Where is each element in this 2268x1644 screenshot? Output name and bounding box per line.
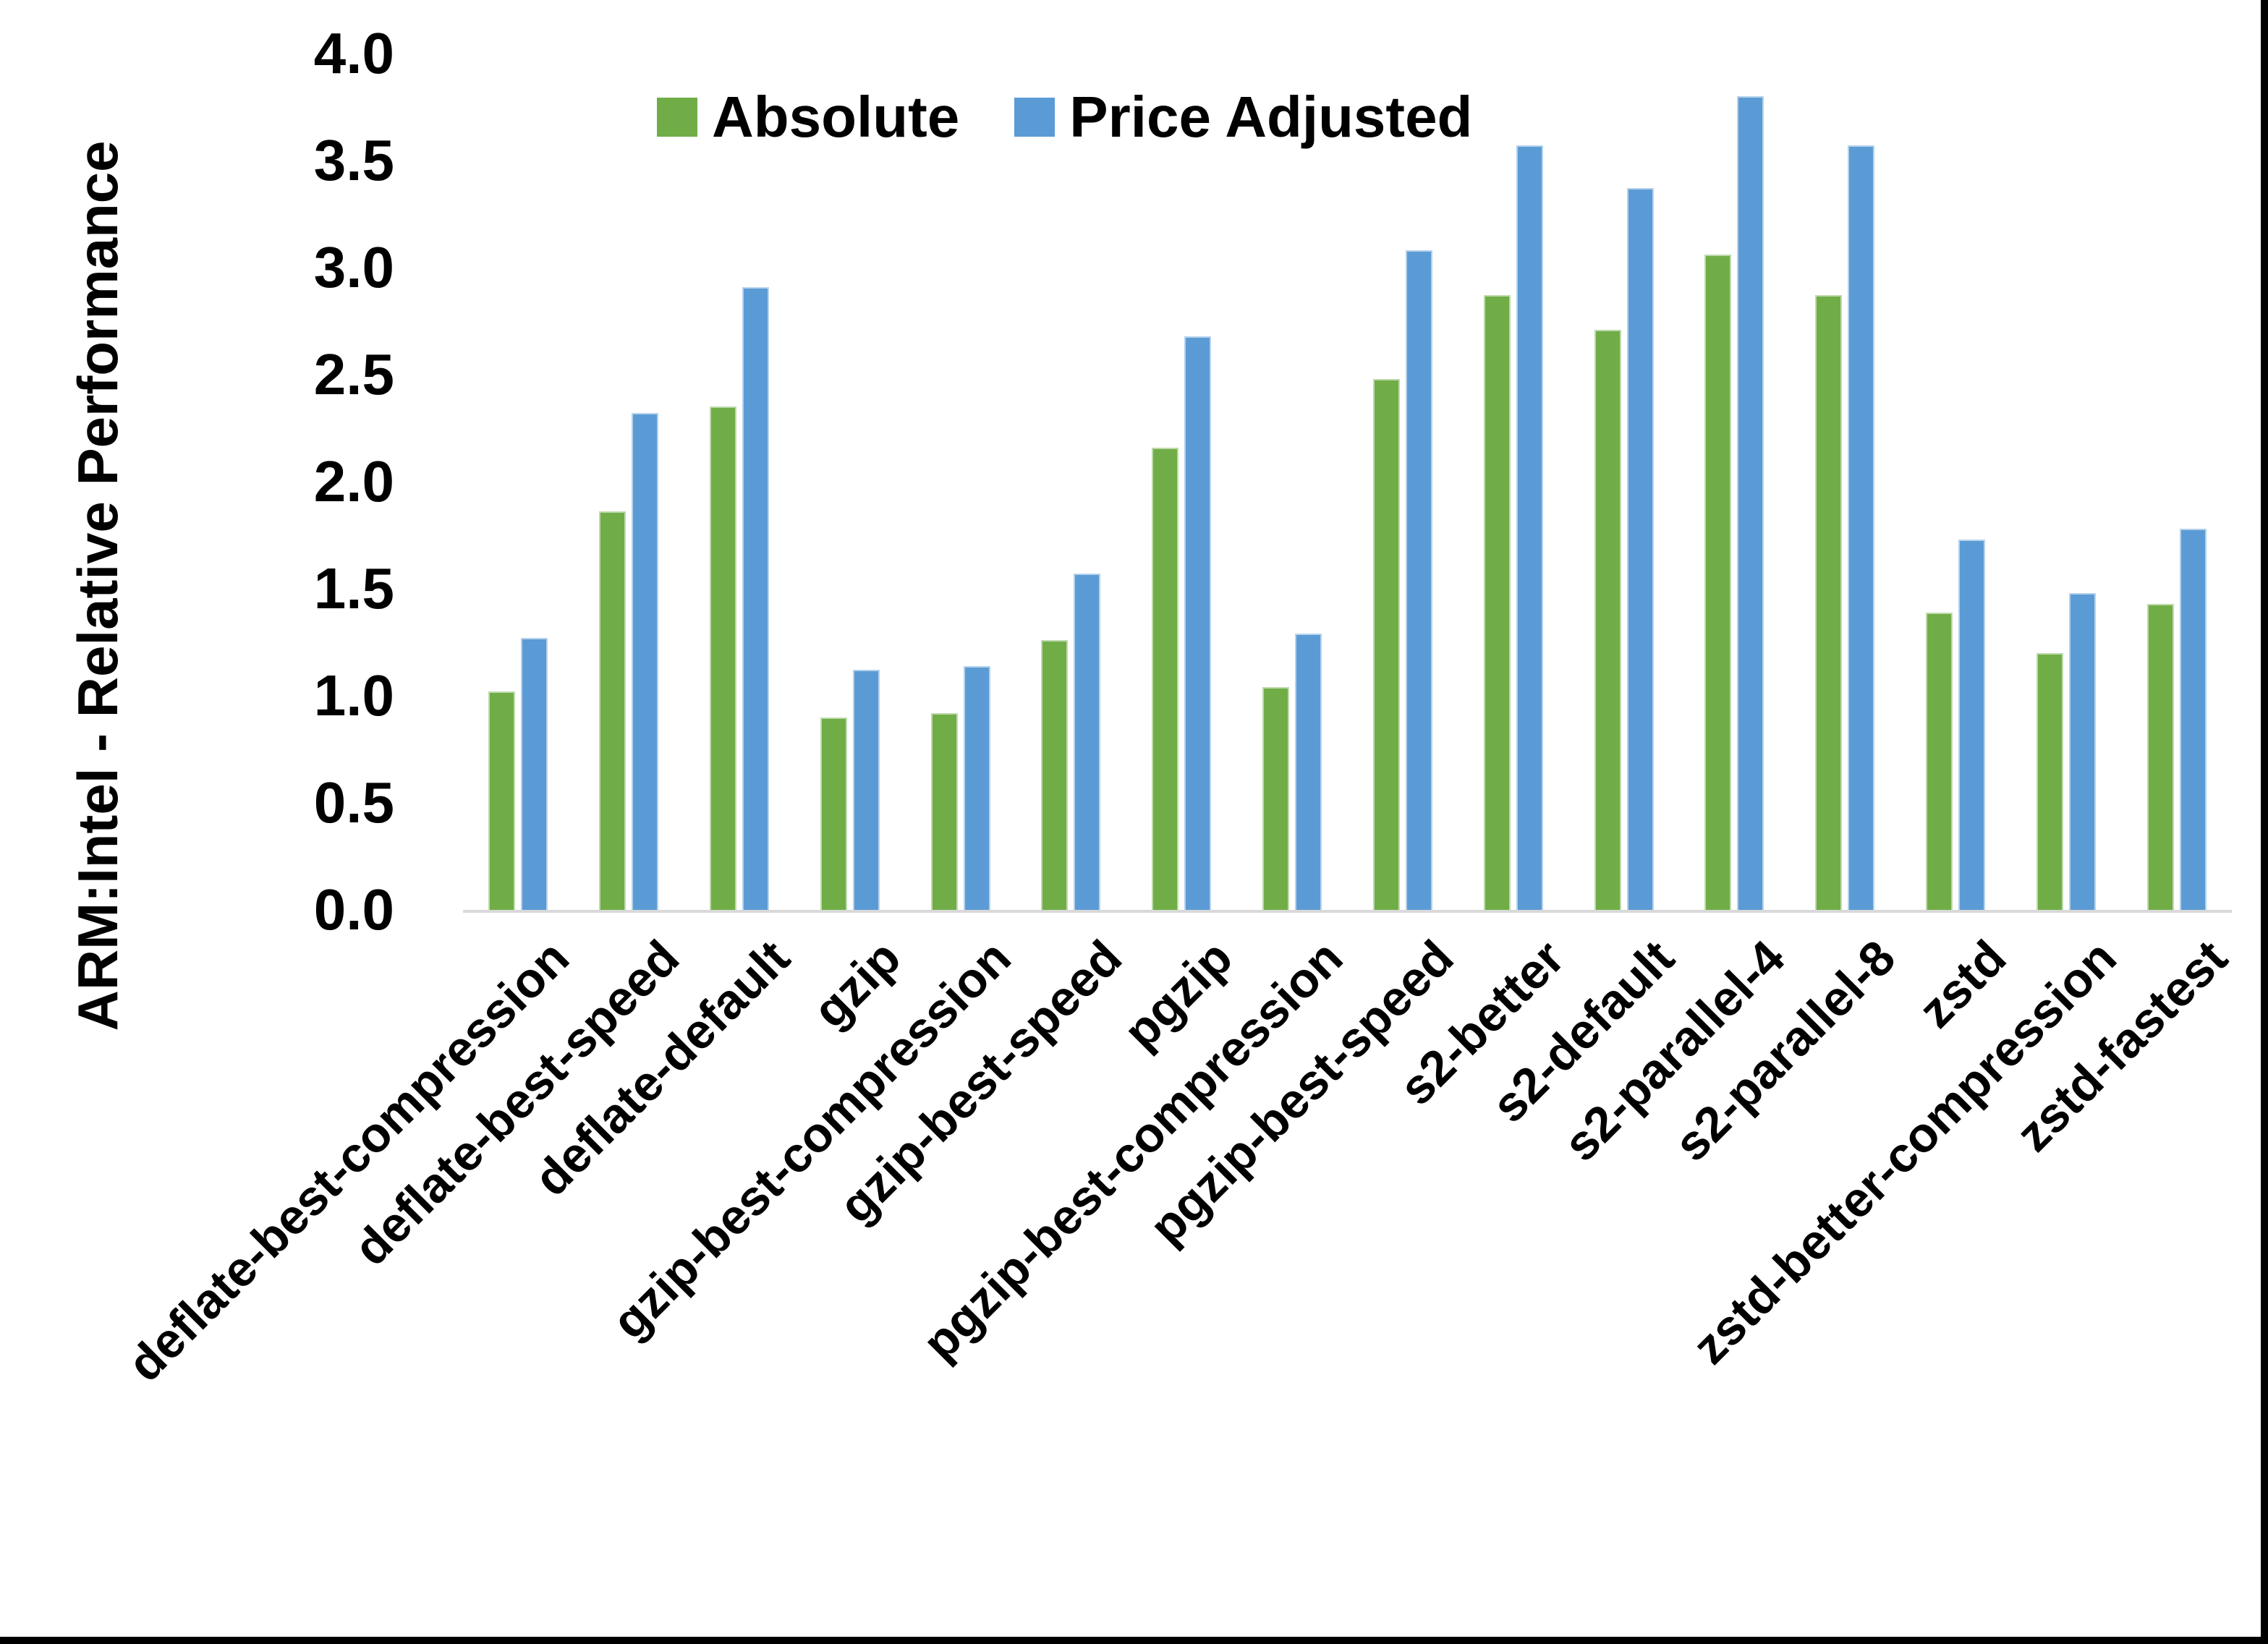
- bar-group-s2-parallel-4: [1704, 96, 1764, 910]
- bar-price-adjusted-gzip-best-compression: [963, 666, 990, 910]
- bar-price-adjusted-s2-better: [1516, 145, 1543, 910]
- y-axis-title: ARM:Intel - Relative Performance: [66, 140, 129, 1031]
- bar-price-adjusted-pgzip: [1184, 336, 1212, 910]
- legend-swatch-icon-absolute: [657, 98, 697, 137]
- bar-group-deflate-default: [710, 287, 770, 910]
- y-tick-label-2.5: 2.5: [313, 342, 394, 406]
- legend-item-price-adjusted: Price Adjusted: [1014, 77, 1472, 157]
- bar-absolute-gzip-best-compression: [930, 713, 958, 910]
- bar-price-adjusted-deflate-best-compression: [521, 638, 548, 910]
- bar-absolute-pgzip-best-compression: [1262, 687, 1290, 910]
- bar-group-pgzip-best-compression: [1262, 634, 1322, 910]
- bar-group-s2-default: [1594, 188, 1654, 910]
- bar-price-adjusted-gzip: [852, 670, 880, 910]
- legend: Absolute Price Adjusted: [657, 77, 1472, 157]
- bar-absolute-gzip-best-speed: [1041, 640, 1069, 910]
- right-frame-border: [2261, 0, 2268, 1644]
- bar-absolute-pgzip: [1152, 448, 1179, 910]
- bar-absolute-zstd-fastest: [2146, 604, 2174, 910]
- bar-group-pgzip: [1152, 336, 1212, 910]
- y-tick-label-1.0: 1.0: [313, 663, 394, 728]
- bar-group-gzip-best-speed: [1041, 574, 1101, 910]
- bar-group-deflate-best-speed: [599, 413, 659, 910]
- bar-group-zstd-better-compression: [2036, 593, 2096, 910]
- y-tick-label-0.0: 0.0: [313, 877, 394, 942]
- bar-absolute-s2-better: [1483, 295, 1511, 910]
- bar-group-gzip-best-compression: [930, 666, 990, 910]
- bar-group-zstd-fastest: [2146, 529, 2207, 910]
- bar-group-pgzip-best-speed: [1372, 250, 1432, 910]
- bar-group-deflate-best-compression: [488, 638, 548, 910]
- legend-label-price-adjusted: Price Adjusted: [1069, 85, 1473, 149]
- x-tick-label-deflate-best-compression: deflate-best-compression: [116, 929, 579, 1392]
- bar-absolute-s2-parallel-4: [1704, 255, 1732, 910]
- bar-price-adjusted-s2-default: [1626, 188, 1654, 910]
- bar-group-gzip: [820, 670, 880, 910]
- y-tick-label-0.5: 0.5: [313, 770, 394, 835]
- legend-swatch-icon-price-adjusted: [1014, 98, 1056, 137]
- bar-group-s2-better: [1483, 145, 1543, 910]
- bar-price-adjusted-pgzip-best-speed: [1405, 250, 1432, 910]
- bar-absolute-zstd-better-compression: [2036, 653, 2063, 910]
- y-tick-label-4.0: 4.0: [313, 21, 394, 85]
- bar-price-adjusted-pgzip-best-compression: [1295, 634, 1322, 910]
- bar-price-adjusted-deflate-best-speed: [632, 413, 659, 910]
- bar-price-adjusted-gzip-best-speed: [1074, 574, 1101, 910]
- y-tick-label-2.0: 2.0: [313, 449, 394, 514]
- bar-absolute-deflate-default: [710, 406, 737, 910]
- bar-price-adjusted-zstd: [1958, 540, 1985, 910]
- bar-price-adjusted-deflate-default: [742, 287, 770, 910]
- bar-absolute-gzip: [820, 717, 847, 910]
- bar-price-adjusted-zstd-fastest: [2179, 529, 2207, 910]
- y-tick-label-3.0: 3.0: [313, 235, 394, 299]
- plot-area: [463, 54, 2232, 913]
- bar-price-adjusted-s2-parallel-4: [1737, 96, 1764, 910]
- bar-absolute-zstd: [1925, 613, 1953, 910]
- bar-price-adjusted-s2-parallel-8: [1848, 145, 1875, 910]
- bar-absolute-s2-parallel-8: [1815, 295, 1843, 910]
- bar-absolute-deflate-best-compression: [488, 691, 516, 910]
- bar-price-adjusted-zstd-better-compression: [2068, 593, 2096, 910]
- bar-absolute-s2-default: [1594, 330, 1621, 910]
- bar-absolute-pgzip-best-speed: [1372, 379, 1400, 910]
- bottom-frame-border: [0, 1637, 2268, 1644]
- bar-group-zstd: [1925, 540, 1985, 910]
- y-tick-label-1.5: 1.5: [313, 556, 394, 621]
- legend-label-absolute: Absolute: [712, 85, 960, 149]
- y-tick-label-3.5: 3.5: [313, 128, 394, 192]
- bar-absolute-deflate-best-speed: [599, 511, 627, 910]
- bar-group-s2-parallel-8: [1815, 145, 1875, 910]
- legend-item-absolute: Absolute: [657, 77, 959, 157]
